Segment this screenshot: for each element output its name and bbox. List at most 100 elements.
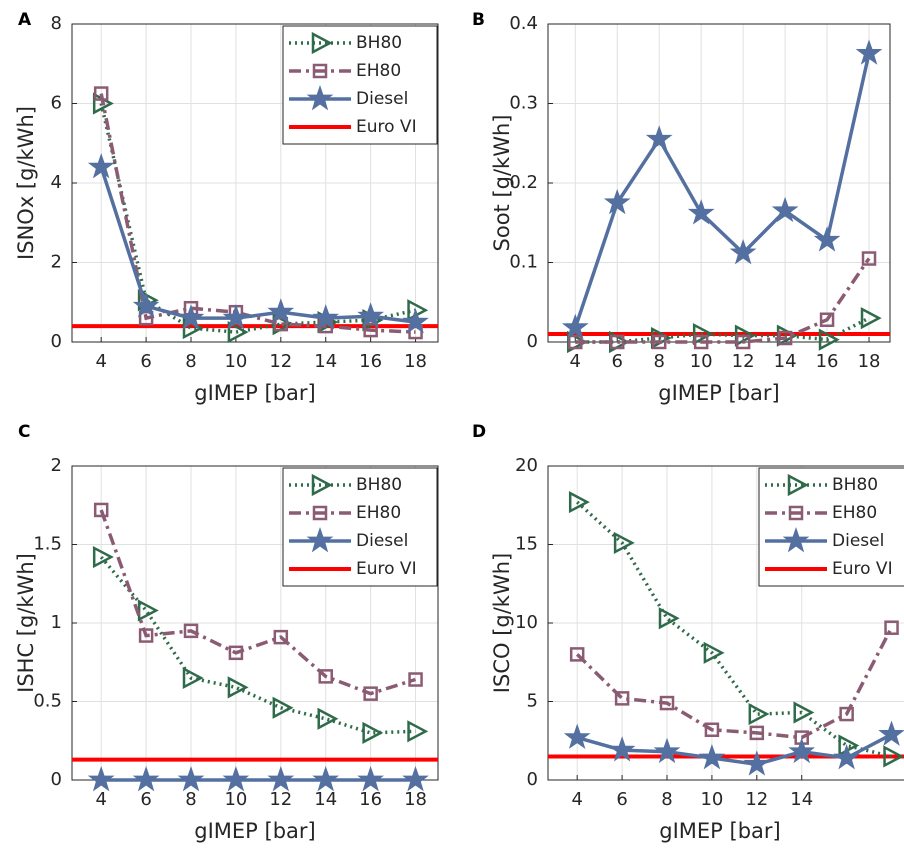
marker [813, 226, 841, 252]
x-tick-label: 8 [653, 351, 664, 372]
marker [132, 765, 160, 792]
marker [312, 765, 340, 792]
axes-frame [547, 465, 904, 781]
legend-label: Euro VI [832, 559, 893, 579]
panel-label: C [18, 422, 30, 442]
marker [561, 313, 589, 340]
panel-label: B [472, 10, 485, 30]
marker [659, 695, 675, 711]
marker [137, 599, 159, 622]
x-tick-label: 8 [661, 789, 672, 810]
panel: D 0 5 10 15 20 4 6 8 10 12 14 gIMEP [bar] ISCO [g/kWh… [472, 422, 904, 843]
y-axis-label: Soot [g/kWh] [490, 115, 514, 252]
panel: C 0 0.5 1 1.5 2 4 6 8 10 12 14 16 18 gIMEP [bar] ISHC [… [14, 422, 439, 843]
panel: B 0 0.1 0.2 0.3 0.4 4 6 8 10 12 14 16 18 gIMEP [bar] So… [472, 10, 891, 405]
data-layer [72, 502, 438, 792]
y-tick-label: 1.5 [33, 534, 62, 555]
x-tick-label: 10 [224, 789, 247, 810]
legend-label: BH80 [356, 475, 402, 495]
legend-label: EH80 [356, 61, 401, 81]
y-tick-label: 10 [515, 612, 538, 633]
marker [228, 645, 244, 661]
data-layer [548, 39, 890, 354]
marker [878, 720, 904, 746]
marker [729, 238, 757, 265]
marker [273, 316, 289, 332]
legend-label: Euro VI [356, 559, 417, 579]
marker [788, 737, 816, 764]
marker [860, 307, 882, 330]
x-tick-label: 10 [224, 351, 247, 372]
marker [183, 623, 199, 639]
marker [306, 84, 334, 111]
legend-label: Diesel [356, 89, 408, 109]
marker [357, 302, 384, 328]
marker [883, 745, 904, 768]
y-tick-label: 6 [51, 93, 62, 114]
marker [132, 292, 160, 318]
marker [613, 531, 635, 555]
legend-box [758, 467, 904, 587]
marker [855, 39, 883, 65]
legend: BH80 EH80 Diesel Euro VI [282, 25, 438, 145]
y-tick-label: 0 [51, 769, 62, 790]
marker [563, 723, 591, 749]
marker [819, 312, 835, 327]
marker [312, 63, 328, 79]
marker [318, 669, 333, 684]
series-line [575, 626, 894, 740]
x-tick-label: 16 [816, 351, 839, 372]
marker [311, 473, 333, 497]
x-tick-label: 14 [314, 789, 337, 810]
y-tick-label: 2 [51, 252, 62, 273]
marker [267, 298, 295, 324]
x-axis-label: gIMEP [bar] [659, 819, 780, 843]
x-tick-label: 4 [95, 351, 106, 372]
x-tick-label: 10 [700, 789, 723, 810]
marker [743, 750, 771, 776]
y-tick-label: 20 [515, 455, 538, 476]
x-tick-label: 12 [269, 351, 292, 372]
marker [138, 310, 154, 326]
x-tick-label: 6 [140, 789, 151, 810]
x-tick-label: 6 [140, 351, 151, 372]
x-tick-label: 18 [404, 789, 427, 810]
x-tick-label: 12 [269, 789, 292, 810]
axes-frame [71, 23, 439, 343]
legend-box [282, 467, 438, 587]
marker [569, 647, 585, 662]
marker [771, 196, 799, 223]
data-layer [72, 86, 438, 344]
marker [704, 722, 720, 738]
y-tick-label: 0 [527, 769, 538, 790]
marker [177, 765, 205, 792]
marker [568, 334, 583, 350]
x-tick-label: 8 [185, 789, 196, 810]
x-tick-label: 16 [359, 351, 382, 372]
legend: BH80 EH80 Diesel Euro VI [758, 467, 904, 587]
x-tick-label: 10 [690, 351, 713, 372]
marker [653, 737, 681, 764]
panel: A 0 2 4 6 8 4 6 8 10 12 14 16 18 gIMEP [bar] ISNOx [g/k… [14, 10, 439, 405]
marker [311, 31, 333, 55]
marker [749, 725, 765, 741]
marker [93, 502, 109, 518]
x-tick-label: 18 [404, 351, 427, 372]
y-tick-label: 5 [527, 691, 538, 712]
y-axis-label: ISHC [g/kWh] [14, 553, 38, 693]
legend-label: BH80 [832, 475, 878, 495]
marker [273, 629, 289, 645]
y-tick-label: 0.5 [33, 691, 62, 712]
x-tick-label: 14 [790, 789, 813, 810]
y-tick-label: 8 [51, 13, 62, 34]
data-layer [548, 491, 904, 776]
marker [407, 720, 429, 743]
marker [818, 328, 840, 351]
legend-label: BH80 [356, 33, 402, 53]
marker [267, 765, 295, 792]
legend-label: Diesel [832, 531, 884, 551]
x-tick-label: 14 [314, 351, 337, 372]
y-axis-label: ISNOx [g/kWh] [14, 106, 38, 260]
marker [698, 743, 726, 770]
x-tick-label: 18 [858, 351, 881, 372]
